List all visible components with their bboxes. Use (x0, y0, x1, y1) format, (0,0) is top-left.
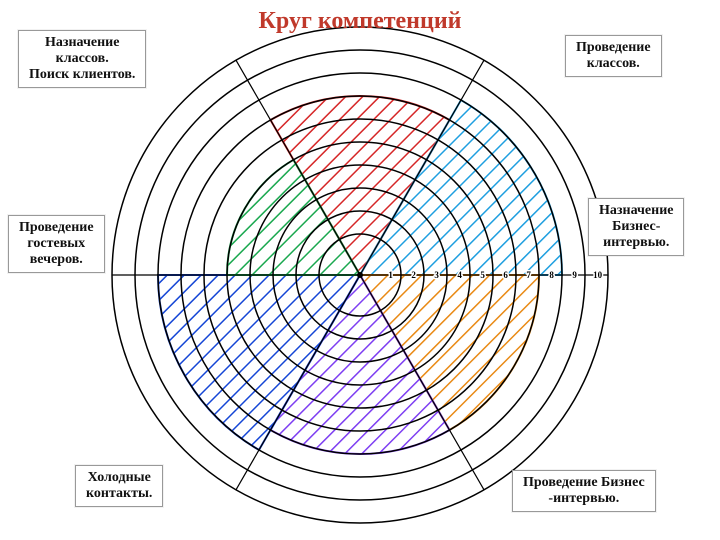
tick-2: 2 (411, 270, 416, 280)
lbl-tr: Проведениеклассов. (565, 35, 662, 77)
tick-7: 7 (526, 270, 531, 280)
lbl-ml: Проведениегостевыхвечеров. (8, 215, 105, 273)
tick-4: 4 (457, 270, 462, 280)
lbl-tl: Назначениеклассов.Поиск клиентов. (18, 30, 146, 88)
tick-3: 3 (434, 270, 439, 280)
tick-8: 8 (549, 270, 554, 280)
tick-6: 6 (503, 270, 508, 280)
lbl-br: Проведение Бизнес-интервью. (512, 470, 656, 512)
lbl-bl: Холодныеконтакты. (75, 465, 163, 507)
tick-5: 5 (480, 270, 485, 280)
lbl-mr: НазначениеБизнес-интервью. (588, 198, 684, 256)
tick-9: 9 (572, 270, 577, 280)
tick-10: 10 (593, 270, 603, 280)
tick-1: 1 (388, 270, 393, 280)
